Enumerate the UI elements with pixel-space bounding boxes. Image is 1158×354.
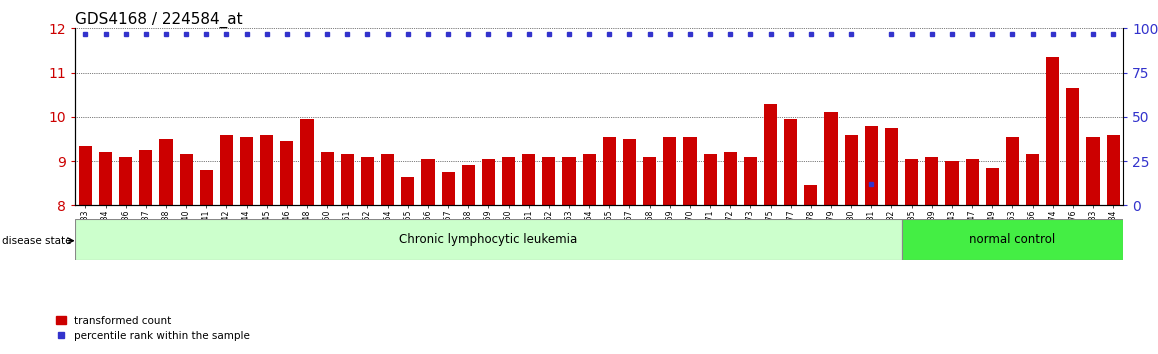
Bar — [623, 139, 636, 205]
Bar — [885, 128, 899, 205]
Bar — [1026, 154, 1039, 205]
Bar — [160, 139, 173, 205]
Bar — [985, 168, 999, 205]
Bar — [643, 157, 657, 205]
Bar — [482, 159, 494, 205]
Bar — [179, 154, 192, 205]
Bar — [422, 159, 434, 205]
Bar — [79, 145, 91, 205]
Legend: transformed count, percentile rank within the sample: transformed count, percentile rank withi… — [51, 312, 255, 345]
Bar — [945, 161, 959, 205]
Bar — [542, 157, 556, 205]
Bar — [462, 166, 475, 205]
Bar — [704, 154, 717, 205]
Bar — [503, 157, 515, 205]
Bar — [220, 135, 233, 205]
Bar — [340, 154, 354, 205]
Bar — [240, 137, 254, 205]
Bar — [1006, 137, 1019, 205]
Text: Chronic lymphocytic leukemia: Chronic lymphocytic leukemia — [400, 233, 578, 246]
Bar — [1067, 88, 1079, 205]
Bar — [784, 119, 797, 205]
Bar — [563, 157, 576, 205]
Bar — [902, 219, 1123, 260]
Bar — [1107, 135, 1120, 205]
Bar — [906, 159, 918, 205]
Text: GDS4168 / 224584_at: GDS4168 / 224584_at — [75, 12, 243, 28]
Bar — [805, 185, 818, 205]
Bar — [199, 170, 213, 205]
Bar — [261, 135, 273, 205]
Bar — [98, 152, 112, 205]
Bar — [1046, 57, 1060, 205]
Bar — [724, 152, 736, 205]
Bar — [824, 113, 837, 205]
Bar — [321, 152, 334, 205]
Bar — [75, 219, 902, 260]
Bar — [683, 137, 696, 205]
Bar — [764, 103, 777, 205]
Bar — [139, 150, 153, 205]
Bar — [966, 159, 979, 205]
Bar — [1086, 137, 1100, 205]
Bar — [925, 157, 938, 205]
Bar — [582, 154, 595, 205]
Bar — [381, 154, 394, 205]
Bar — [280, 141, 293, 205]
Bar — [743, 157, 757, 205]
Bar — [664, 137, 676, 205]
Bar — [865, 126, 878, 205]
Bar — [361, 157, 374, 205]
Bar — [441, 172, 455, 205]
Bar — [402, 177, 415, 205]
Bar — [603, 137, 616, 205]
Text: normal control: normal control — [969, 233, 1056, 246]
Bar — [844, 135, 858, 205]
Bar — [300, 119, 314, 205]
Bar — [522, 154, 535, 205]
Bar — [119, 157, 132, 205]
Text: disease state: disease state — [2, 236, 72, 246]
